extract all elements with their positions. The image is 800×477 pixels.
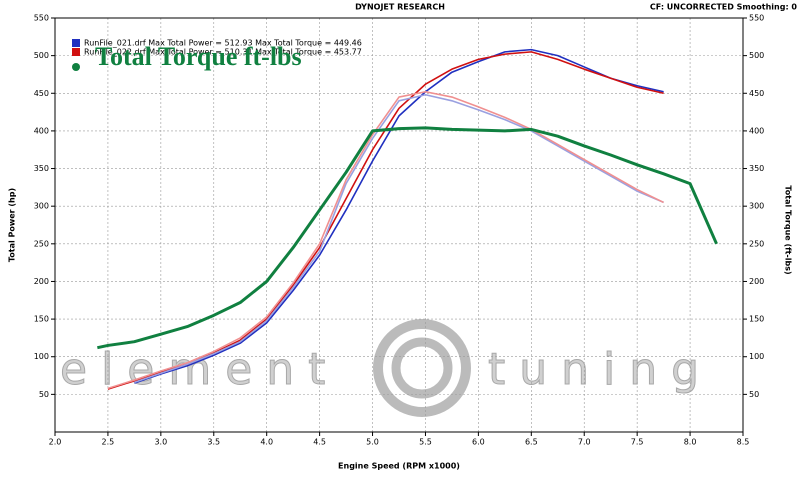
y2-tick-label: 450: [749, 89, 764, 98]
y2-tick-label: 400: [749, 126, 764, 135]
y-tick-label: 100: [34, 352, 49, 361]
x-axis-label: Engine Speed (RPM x1000): [338, 462, 460, 471]
y-tick-label: 150: [34, 315, 49, 324]
x-tick-label: 5.0: [366, 438, 379, 447]
y2-tick-label: 500: [749, 51, 764, 60]
annotation-dot: [72, 63, 80, 71]
watermark-text: element: [60, 344, 339, 395]
series-line: [134, 48, 664, 384]
y-tick-label: 500: [34, 51, 49, 60]
watermark: element tuning: [60, 319, 713, 417]
x-tick-label: 2.0: [49, 438, 62, 447]
x-tick-label: 7.0: [578, 438, 591, 447]
x-tick-label: 3.5: [207, 438, 220, 447]
annotation: Total Torque ft-lbs: [95, 42, 302, 71]
x-tick-label: 2.5: [102, 438, 115, 447]
y-tick-label: 300: [34, 202, 49, 211]
chart-subtitle: CF: UNCORRECTED Smoothing: 0: [650, 3, 798, 12]
y2-tick-label: 100: [749, 352, 764, 361]
legend-swatch: [72, 48, 80, 56]
y-tick-label: 550: [34, 14, 49, 23]
x-tick-label: 6.5: [525, 438, 538, 447]
watermark-text: tuning: [488, 344, 713, 395]
y-tick-label: 250: [34, 239, 49, 248]
x-tick-label: 8.5: [737, 438, 750, 447]
y-tick-label: 350: [34, 164, 49, 173]
x-tick-label: 8.0: [684, 438, 697, 447]
legend-text: RunFile_022.drf Max Total Power = 510.31…: [84, 48, 362, 57]
y-tick-label: 450: [34, 89, 49, 98]
series-line: [107, 90, 664, 390]
x-tick-label: 4.0: [260, 438, 273, 447]
x-tick-label: 6.0: [472, 438, 485, 447]
logo-ring: [373, 319, 471, 417]
y-tick-label: 50: [39, 390, 49, 399]
legend-text: RunFile_021.drf Max Total Power = 512.93…: [84, 39, 362, 48]
logo-core: [391, 337, 453, 399]
x-tick-label: 7.5: [631, 438, 644, 447]
y2-tick-label: 50: [749, 390, 759, 399]
y2-tick-label: 250: [749, 239, 764, 248]
y2-tick-label: 300: [749, 202, 764, 211]
chart-title: DYNOJET RESEARCH: [355, 3, 445, 12]
series-line: [97, 126, 718, 350]
legend-swatch: [72, 39, 80, 47]
y-axis-label: Total Power (hp): [8, 188, 17, 262]
y2-tick-label: 200: [749, 277, 764, 286]
x-tick-label: 5.5: [419, 438, 432, 447]
y2-tick-label: 150: [749, 315, 764, 324]
y2-axis-label: Total Torque (ft-lbs): [784, 185, 793, 274]
x-tick-label: 3.0: [154, 438, 167, 447]
x-tick-label: 4.5: [313, 438, 326, 447]
y2-tick-label: 350: [749, 164, 764, 173]
plot-frame: [54, 17, 744, 433]
y-tick-label: 400: [34, 126, 49, 135]
series-line: [134, 93, 664, 384]
y2-tick-label: 550: [749, 14, 764, 23]
y-tick-label: 200: [34, 277, 49, 286]
